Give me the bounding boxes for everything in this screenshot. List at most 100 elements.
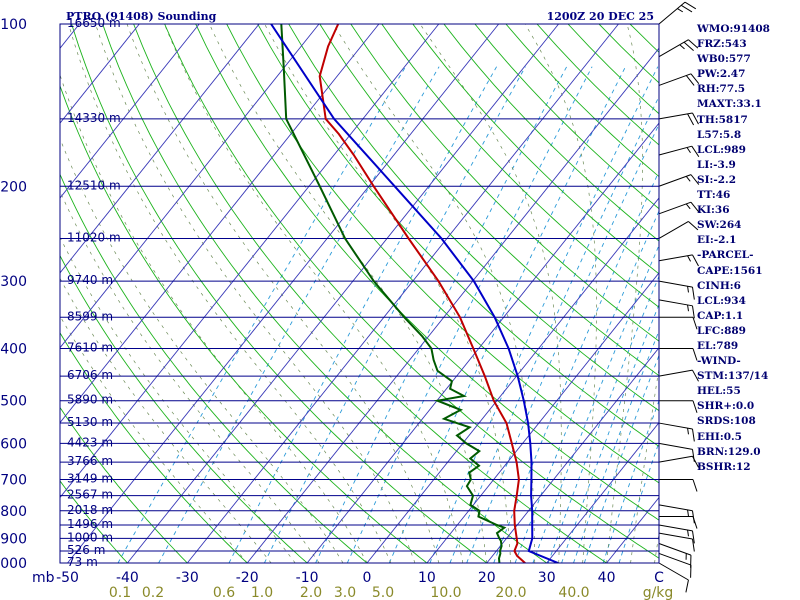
isotherm — [60, 24, 380, 424]
temperature-tick-label: -30 — [176, 570, 199, 586]
height-label: 12510 m — [67, 178, 121, 192]
height-label: 7610 m — [67, 341, 113, 355]
mixing-ratio-tick-label: 20.0 — [495, 585, 526, 600]
pressure-tick-label: 900 — [0, 531, 27, 547]
index-item: -PARCEL- — [697, 249, 754, 262]
height-label: 14330 m — [67, 111, 121, 125]
height-label: 8599 m — [67, 309, 113, 323]
isotherm — [127, 24, 559, 563]
pressure-tick-label: 100 — [0, 17, 27, 33]
wind-barb — [659, 479, 698, 492]
wind-barb — [659, 348, 698, 361]
temperature-tick-label: 40 — [598, 570, 616, 586]
index-item: WB0:577 — [697, 53, 751, 66]
moist-adiabat — [164, 24, 464, 563]
moist-adiabat — [606, 24, 643, 563]
index-item: SI:-2.2 — [697, 173, 736, 186]
pressure-tick-label: 800 — [0, 504, 27, 520]
mixing-ratio-line — [117, 66, 406, 563]
wind-barb — [658, 455, 699, 468]
height-label: 1000 m — [67, 530, 113, 544]
index-item: EHI:0.5 — [697, 430, 742, 443]
temperature-tick-label: 0 — [363, 570, 372, 586]
mixing-ratio-line — [532, 244, 659, 563]
mixing-ratio-tick-label: 1.0 — [251, 585, 273, 600]
index-item: LFC:889 — [697, 324, 746, 337]
index-item: KI:36 — [697, 204, 730, 217]
plot-frame — [59, 23, 660, 564]
mixing-ratio-line — [346, 66, 593, 563]
index-item: BRN:129.0 — [697, 445, 761, 458]
dry-adiabat — [164, 24, 659, 559]
wind-barb — [658, 422, 695, 442]
height-label: 5890 m — [67, 393, 113, 407]
mixing-ratio-tick-label: 10.0 — [430, 585, 461, 600]
height-label: 526 m — [67, 543, 105, 557]
isotherm — [60, 24, 440, 499]
index-item: STM:137/14 — [697, 370, 769, 383]
wind-barb — [658, 524, 695, 544]
isotherm — [60, 24, 320, 349]
dry-adiabat — [195, 24, 659, 521]
pressure-tick-label: 700 — [0, 473, 27, 489]
mixing-ratio-line — [547, 275, 659, 563]
index-item: SRDS:108 — [697, 415, 756, 428]
isotherm — [486, 347, 659, 563]
wind-barb — [659, 516, 698, 529]
wind-barb — [658, 562, 689, 593]
index-item: TT:46 — [697, 189, 731, 202]
grid-lines — [60, 24, 659, 563]
index-item: LI:-3.9 — [697, 158, 736, 171]
isotherm — [546, 421, 659, 563]
isotherm — [306, 122, 659, 563]
height-label: 4423 m — [67, 435, 113, 449]
height-label: 11020 m — [67, 230, 121, 244]
height-label: 2567 m — [67, 488, 113, 502]
mixing-ratio-line — [263, 66, 526, 563]
wind-barbs — [658, 1, 700, 593]
height-label: 6706 m — [67, 368, 113, 382]
mixing-ratio-tick-label: 40.0 — [558, 585, 589, 600]
mixing-ratio-line — [466, 123, 659, 563]
pressure-tick-label: 300 — [0, 274, 27, 290]
wind-barb — [659, 316, 698, 330]
mixing-ratio-line — [388, 66, 626, 563]
index-item: HEL:55 — [697, 385, 741, 398]
height-label: 3766 m — [67, 454, 113, 468]
station-title: PTRO (91408) Sounding — [66, 10, 217, 23]
wind-barb — [658, 201, 700, 215]
pressure-tick-label: 600 — [0, 436, 27, 452]
dry-adiabat — [60, 254, 308, 563]
parcel-profile — [270, 24, 559, 563]
sounding-profiles — [270, 24, 559, 563]
temperature-tick-label: 20 — [478, 570, 496, 586]
index-item: L57:5.8 — [697, 128, 742, 141]
index-item: RH:77.5 — [697, 83, 746, 96]
mixing-ratio-tick-label: 3.0 — [334, 585, 356, 600]
pressure-unit-label: mb — [32, 570, 55, 586]
mixing-ratio-tick-label: 0.6 — [213, 585, 235, 600]
isotherm — [426, 272, 659, 563]
mixing-ratio-line — [315, 66, 568, 563]
sounding-time: 1200Z 20 DEC 25 — [547, 10, 654, 23]
wind-barb — [658, 39, 699, 58]
index-item: SHR+:0.0 — [697, 400, 755, 413]
mixing-ratio-tick-label: g/kg — [643, 585, 674, 600]
index-item: EI:-2.1 — [697, 234, 737, 247]
wind-barb — [658, 369, 699, 382]
axes-labels: 1002003004005006007008009001000mb-50-40-… — [0, 17, 673, 600]
mixing-ratio-tick-label: 2.0 — [300, 585, 322, 600]
wind-barb — [658, 299, 695, 319]
index-item: TH:5817 — [697, 113, 748, 126]
index-item: CAP:1.1 — [697, 309, 744, 322]
wind-barb — [658, 174, 700, 187]
height-label: 2018 m — [67, 503, 113, 517]
dry-adiabat — [71, 24, 488, 563]
mixing-ratio-line — [514, 209, 659, 563]
index-item: BSHR:12 — [697, 460, 751, 473]
mixing-ratio-tick-label: 0.2 — [142, 585, 164, 600]
temperature-tick-label: 10 — [418, 570, 436, 586]
pressure-tick-label: 400 — [0, 342, 27, 358]
dry-adiabat — [133, 24, 607, 563]
